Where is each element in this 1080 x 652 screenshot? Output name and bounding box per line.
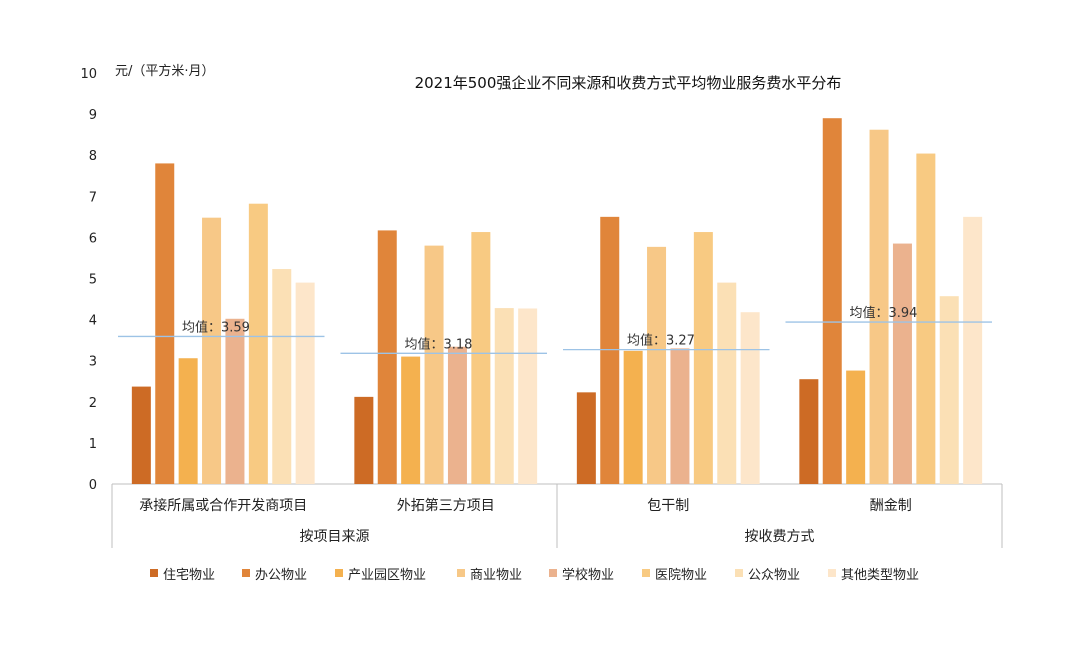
bar xyxy=(600,216,620,484)
bar xyxy=(623,350,643,484)
bar xyxy=(377,230,397,484)
legend-label: 住宅物业 xyxy=(163,568,215,583)
bar xyxy=(869,129,889,484)
legend-label: 公众物业 xyxy=(748,568,800,583)
bar xyxy=(576,392,596,484)
bars xyxy=(131,118,983,485)
category-label: 酬金制 xyxy=(870,498,912,514)
legend-label: 商业物业 xyxy=(470,568,522,583)
average-label: 均值：3.94 xyxy=(850,305,918,321)
bar xyxy=(471,232,491,484)
bar xyxy=(822,118,842,485)
bar xyxy=(693,232,713,484)
axes xyxy=(111,483,1003,548)
y-tick-label: 0 xyxy=(89,478,97,493)
bar xyxy=(916,153,936,484)
y-tick-label: 10 xyxy=(80,67,97,82)
bar xyxy=(846,370,866,484)
legend-swatch xyxy=(457,569,465,577)
y-tick-label: 7 xyxy=(89,190,97,205)
category-label: 承接所属或合作开发商项目 xyxy=(139,497,307,514)
bar xyxy=(647,246,667,484)
average-label: 均值：3.59 xyxy=(182,319,250,335)
bar xyxy=(494,308,514,484)
legend-swatch xyxy=(828,569,836,577)
bar xyxy=(424,245,444,484)
y-tick-label: 3 xyxy=(89,355,97,370)
legend-swatch xyxy=(242,569,250,577)
bar xyxy=(717,282,737,484)
category-labels: 承接所属或合作开发商项目 外拓第三方项目 包干制 酬金制 xyxy=(139,497,912,514)
average-label: 均值：3.27 xyxy=(627,333,695,349)
bar xyxy=(202,217,222,484)
legend-swatch xyxy=(150,569,158,577)
y-axis-unit-label: 元/（平方米·月） xyxy=(115,63,215,79)
y-tick-label: 5 xyxy=(89,273,97,288)
group-labels: 按项目来源 按收费方式 xyxy=(300,529,815,545)
bar xyxy=(155,163,175,485)
y-axis-ticks: 0 1 2 3 4 5 6 7 8 9 10 xyxy=(80,67,97,493)
bar xyxy=(225,318,245,484)
legend-swatch xyxy=(735,569,743,577)
group-label: 按收费方式 xyxy=(745,529,815,545)
bar xyxy=(447,346,467,484)
y-tick-label: 1 xyxy=(89,437,97,452)
bar xyxy=(131,386,151,484)
bar xyxy=(518,308,538,484)
legend-swatch xyxy=(335,569,343,577)
chart-title: 2021年500强企业不同来源和收费方式平均物业服务费水平分布 xyxy=(415,74,842,92)
legend: 住宅物业 办公物业 产业园区物业 商业物业 学校物业 医院物业 公众物业 其他类型物业 xyxy=(150,567,919,583)
average-label: 均值：3.18 xyxy=(405,336,473,352)
bar xyxy=(272,269,292,484)
y-tick-label: 6 xyxy=(89,231,97,246)
bar xyxy=(799,379,819,484)
y-tick-label: 2 xyxy=(89,396,97,411)
legend-label: 产业园区物业 xyxy=(348,568,426,583)
y-tick-label: 4 xyxy=(89,314,97,329)
category-label: 包干制 xyxy=(647,498,689,514)
bar xyxy=(892,243,912,484)
bar xyxy=(963,216,983,484)
y-tick-label: 9 xyxy=(89,108,97,123)
average-lines: 均值：3.59 均值：3.18 均值：3.27 均值：3.94 xyxy=(118,305,992,354)
bar xyxy=(670,348,690,484)
legend-label: 学校物业 xyxy=(562,567,614,583)
legend-label: 办公物业 xyxy=(255,568,307,583)
legend-label: 其他类型物业 xyxy=(841,568,919,583)
bar xyxy=(178,358,198,484)
bar xyxy=(939,296,959,484)
legend-swatch xyxy=(642,569,650,577)
bar xyxy=(740,312,760,484)
bar xyxy=(401,356,421,484)
y-tick-label: 8 xyxy=(89,149,97,164)
bar xyxy=(248,203,268,484)
group-label: 按项目来源 xyxy=(300,529,370,545)
legend-label: 医院物业 xyxy=(655,568,707,583)
bar xyxy=(354,396,374,484)
bar xyxy=(295,282,315,484)
legend-swatch xyxy=(549,569,557,577)
category-label: 外拓第三方项目 xyxy=(397,497,495,514)
